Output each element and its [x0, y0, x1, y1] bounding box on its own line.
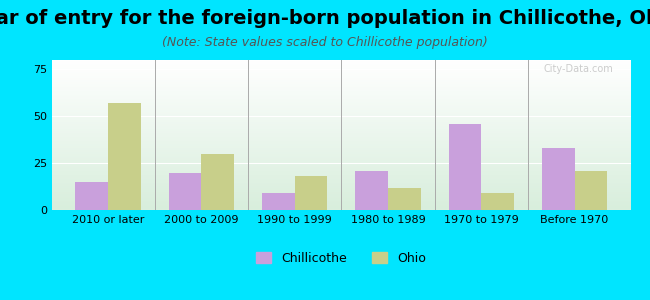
Bar	[448, 124, 481, 210]
Bar	[108, 103, 140, 210]
Bar	[168, 172, 202, 210]
Bar	[575, 171, 607, 210]
Legend: Chillicothe, Ohio: Chillicothe, Ohio	[252, 247, 431, 270]
Bar	[202, 154, 234, 210]
Bar	[262, 193, 294, 210]
Text: City-Data.com: City-Data.com	[543, 64, 613, 74]
Bar	[542, 148, 575, 210]
Bar	[481, 193, 514, 210]
Text: (Note: State values scaled to Chillicothe population): (Note: State values scaled to Chillicoth…	[162, 36, 488, 49]
Text: Year of entry for the foreign-born population in Chillicothe, Ohio: Year of entry for the foreign-born popul…	[0, 9, 650, 28]
Bar	[75, 182, 108, 210]
Bar	[356, 171, 388, 210]
Bar	[294, 176, 327, 210]
Bar	[388, 188, 421, 210]
